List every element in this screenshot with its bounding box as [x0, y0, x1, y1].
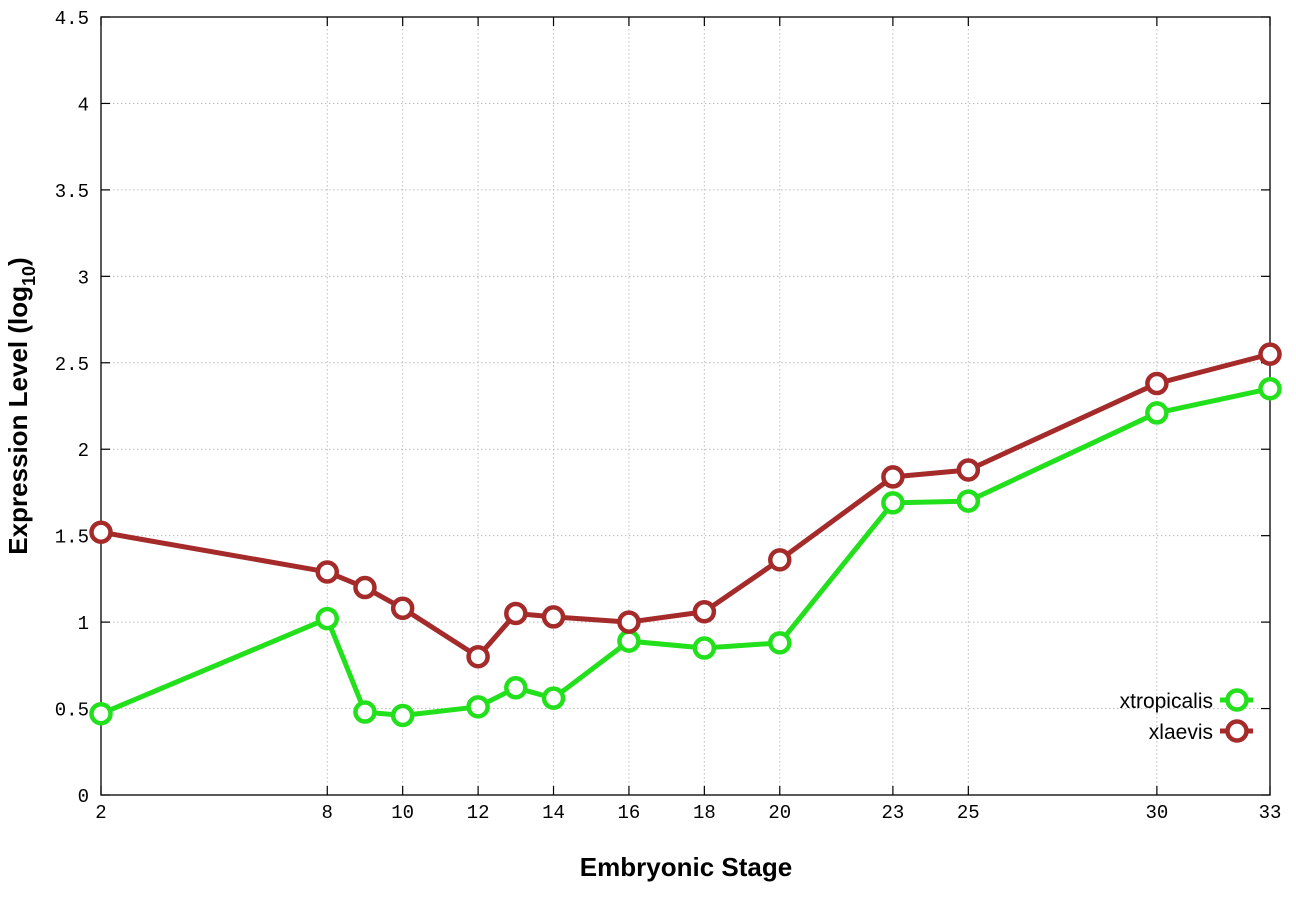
y-tick-label: 3 — [78, 267, 89, 289]
y-tick-label: 1.5 — [55, 527, 89, 549]
legend-marker-xtropicalis — [1225, 688, 1249, 712]
data-point-xtropicalis — [466, 695, 490, 719]
x-tick-label: 33 — [1259, 802, 1282, 824]
y-axis-title-close: ) — [3, 257, 33, 266]
axis-ticks: 2 8 10 12 14 16 18 20 23 25 30 33 0 0.5 1 1.5 2 2.5 3 3.5 4 4… — [55, 8, 1282, 824]
y-tick-label: 1 — [78, 613, 89, 635]
x-tick-label: 16 — [618, 802, 641, 824]
data-point-xlaevis — [353, 575, 377, 600]
x-tick-label: 8 — [322, 802, 333, 824]
grid — [101, 17, 1270, 795]
y-tick-label: 2 — [78, 440, 89, 462]
x-tick-label: 12 — [467, 802, 490, 824]
y-tick-label: 3.5 — [55, 181, 89, 203]
y-axis-title-subscript: 10 — [19, 266, 39, 286]
data-point-xlaevis — [956, 458, 981, 482]
data-point-xtropicalis — [89, 701, 113, 726]
legend-marker-xlaevis — [1225, 719, 1249, 743]
data-point-xlaevis — [1145, 371, 1169, 396]
data-point-xtropicalis — [504, 676, 528, 700]
data-point-xlaevis — [768, 548, 792, 572]
data-point-xlaevis — [692, 599, 717, 624]
plot-frame — [100, 16, 1271, 796]
data-point-xlaevis — [390, 596, 415, 621]
data-point-xlaevis — [1258, 342, 1282, 366]
data-point-xtropicalis — [541, 686, 566, 710]
data-point-xtropicalis — [390, 703, 415, 728]
data-point-xtropicalis — [692, 636, 717, 660]
y-axis-title-main: Expression Level (log — [3, 286, 33, 555]
legend-label-xtropicalis: xtropicalis — [1120, 690, 1213, 713]
series-xtropicalis — [89, 376, 1282, 728]
x-tick-label: 25 — [957, 802, 980, 824]
data-point-xlaevis — [881, 465, 905, 489]
x-tick-label: 2 — [95, 802, 106, 824]
data-point-xlaevis — [89, 520, 113, 544]
y-tick-label: 0 — [78, 786, 89, 808]
data-point-xtropicalis — [881, 491, 905, 515]
data-point-xlaevis — [504, 601, 528, 626]
series-xlaevis — [89, 342, 1282, 669]
x-tick-label: 30 — [1145, 802, 1168, 824]
data-point-xtropicalis — [1258, 376, 1282, 401]
y-tick-label: 2.5 — [55, 354, 89, 376]
x-tick-label: 10 — [391, 802, 414, 824]
data-point-xlaevis — [541, 605, 566, 629]
data-point-xlaevis — [466, 644, 490, 669]
data-point-xtropicalis — [617, 629, 641, 653]
data-point-xtropicalis — [315, 606, 340, 631]
x-axis-title: Embryonic Stage — [580, 852, 792, 882]
legend-label-xlaevis: xlaevis — [1149, 721, 1213, 744]
legend: xtropicalis xlaevis — [1120, 688, 1253, 744]
y-tick-label: 4.5 — [55, 8, 89, 30]
data-point-xtropicalis — [353, 700, 377, 724]
data-point-xtropicalis — [956, 489, 981, 513]
data-point-xlaevis — [617, 610, 641, 634]
x-tick-label: 20 — [768, 802, 791, 824]
data-point-xlaevis — [315, 560, 340, 584]
series-group — [89, 342, 1282, 728]
x-tick-label: 18 — [693, 802, 716, 824]
data-point-xtropicalis — [1145, 401, 1169, 425]
y-axis-title: Expression Level (log10) — [3, 257, 39, 554]
x-tick-label: 23 — [881, 802, 904, 824]
y-tick-label: 0.5 — [55, 700, 89, 722]
data-point-xtropicalis — [768, 631, 792, 655]
y-tick-label: 4 — [78, 94, 89, 116]
x-tick-label: 14 — [542, 802, 565, 824]
